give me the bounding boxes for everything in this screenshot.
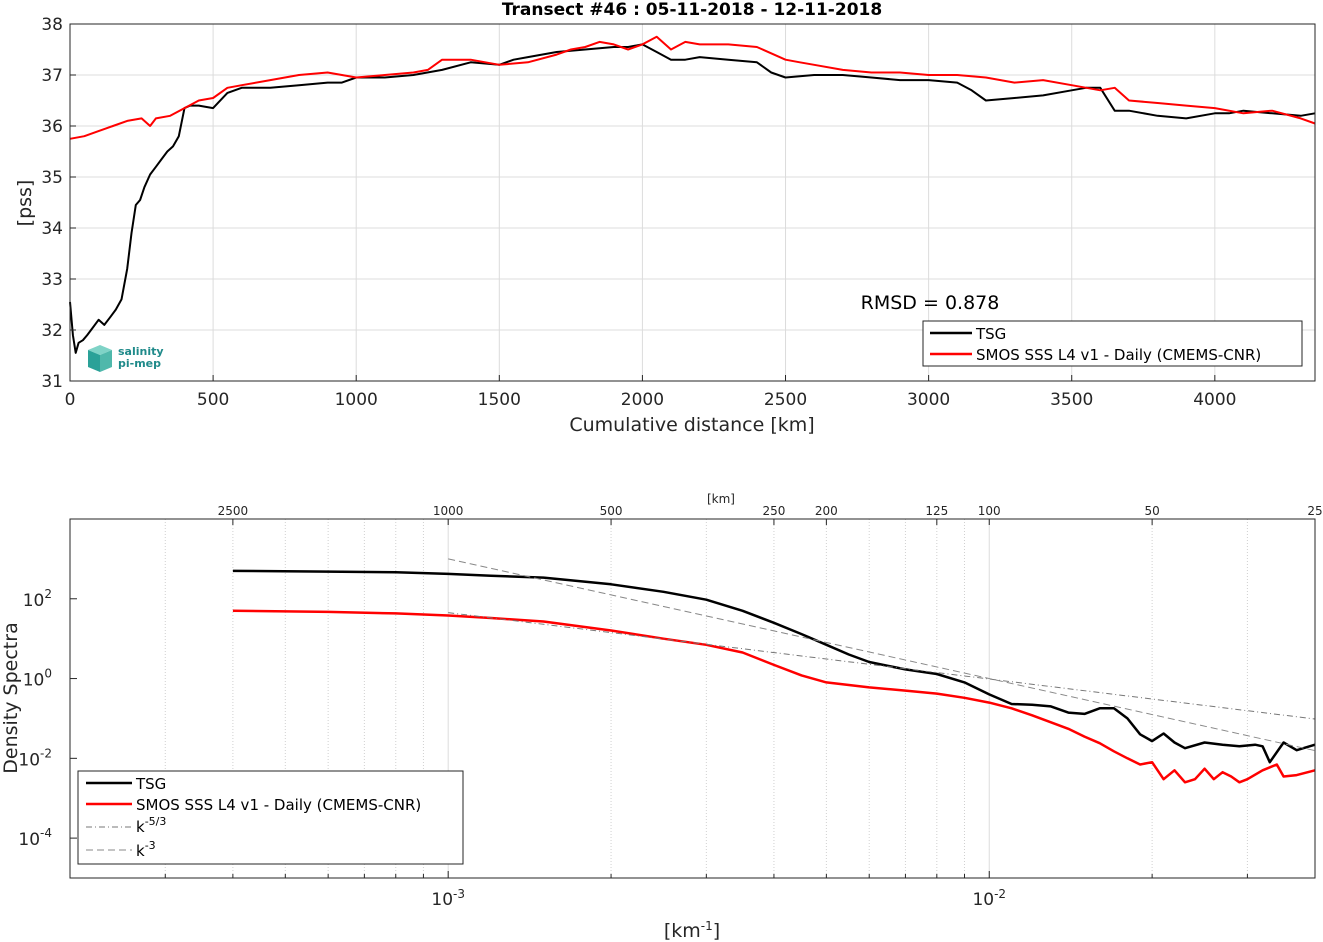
x-tick-label: 1000: [335, 390, 378, 410]
legend-label-k53: k-5/3: [136, 815, 166, 836]
spectra-series: [232, 558, 1316, 784]
legend-label-smos-spectra: SMOS SSS L4 v1 - Daily (CMEMS-CNR): [136, 796, 421, 814]
y-tick-label: 32: [41, 321, 63, 341]
smos-line: [69, 35, 1316, 140]
x-tick-label: 1500: [478, 390, 521, 410]
spectra-x-axis-label: [km-1]: [664, 919, 720, 942]
tsg-spectrum-line: [232, 569, 1316, 764]
salinity-pimep-logo: salinity pi-mep: [88, 345, 164, 372]
legend-label-smos: SMOS SSS L4 v1 - Daily (CMEMS-CNR): [976, 346, 1261, 364]
spectra-y-axis-label: Density Spectra: [0, 622, 22, 773]
logo-line1: salinity: [118, 345, 164, 358]
legend-label-k3: k-3: [136, 839, 156, 860]
salinity-ticks: 0 500 1000 1500 2000 2500 3000 3500 4000 31 32 33 34…: [41, 15, 1236, 410]
top-tick-label: 125: [925, 504, 948, 518]
spectra-top-axis-label: [km]: [707, 492, 735, 506]
top-tick-label: 25: [1307, 504, 1322, 518]
x-tick-label: 2500: [764, 390, 807, 410]
x-tick-label: 3500: [1050, 390, 1093, 410]
spectra-legend: TSG SMOS SSS L4 v1 - Daily (CMEMS-CNR) k…: [77, 770, 464, 865]
spectra-legend-box: [77, 770, 464, 865]
salinity-series: [69, 35, 1316, 354]
y-tick-label: 10-2: [18, 746, 52, 770]
y-tick-label: 102: [23, 587, 52, 611]
rmsd-annotation: RMSD = 0.878: [861, 292, 1000, 314]
spectra-ticks: 10-3 10-2 10-4 10-2 100 102 2500 1000 500 250 200 1…: [18, 504, 1322, 910]
top-tick-label: 100: [978, 504, 1001, 518]
k-3-reference-line: [448, 558, 1316, 752]
x-tick-label: 4000: [1193, 390, 1236, 410]
logo-line2: pi-mep: [118, 357, 161, 370]
top-tick-label: 500: [600, 504, 623, 518]
y-tick-label: 33: [41, 270, 63, 290]
tsg-line: [69, 43, 1316, 354]
y-tick-label: 36: [41, 117, 63, 137]
k-5-3-reference-line: [448, 612, 1316, 720]
salinity-legend: TSG SMOS SSS L4 v1 - Daily (CMEMS-CNR): [922, 320, 1303, 367]
top-tick-label: 1000: [433, 504, 464, 518]
smos-spectrum-line: [232, 609, 1316, 784]
logo-cube-icon: [88, 345, 112, 372]
salinity-y-axis-label: [pss]: [14, 180, 36, 227]
salinity-x-axis-label: Cumulative distance [km]: [569, 414, 814, 436]
y-tick-label: 100: [23, 667, 52, 691]
y-tick-label: 10-4: [18, 826, 52, 850]
x-tick-label: 2000: [621, 390, 664, 410]
top-tick-label: 50: [1144, 504, 1159, 518]
top-tick-label: 250: [762, 504, 785, 518]
y-tick-label: 34: [41, 219, 63, 239]
y-tick-label: 35: [41, 168, 63, 188]
chart-title: Transect #46 : 05-11-2018 - 12-11-2018: [502, 0, 882, 20]
x-tick-label: 10-2: [972, 887, 1006, 910]
top-tick-label: 200: [815, 504, 838, 518]
x-tick-label: 3000: [907, 390, 950, 410]
spectra-chart: 10-3 10-2 10-4 10-2 100 102 2500 1000 500 250 200 1…: [0, 492, 1323, 942]
y-tick-label: 38: [41, 15, 63, 35]
y-tick-label: 31: [41, 372, 63, 392]
legend-label-tsg-spectra: TSG: [135, 775, 166, 793]
x-tick-label: 10-3: [431, 887, 465, 910]
salinity-chart: Transect #46 : 05-11-2018 - 12-11-2018 0…: [14, 0, 1316, 436]
salinity-legend-box: [922, 320, 1303, 367]
salinity-plot-frame: [69, 23, 1316, 382]
legend-label-tsg: TSG: [975, 325, 1006, 343]
x-tick-label: 0: [65, 390, 76, 410]
y-tick-label: 37: [41, 66, 63, 86]
x-tick-label: 500: [197, 390, 229, 410]
spectra-plot-frame: [69, 518, 1316, 879]
top-tick-label: 2500: [218, 504, 249, 518]
